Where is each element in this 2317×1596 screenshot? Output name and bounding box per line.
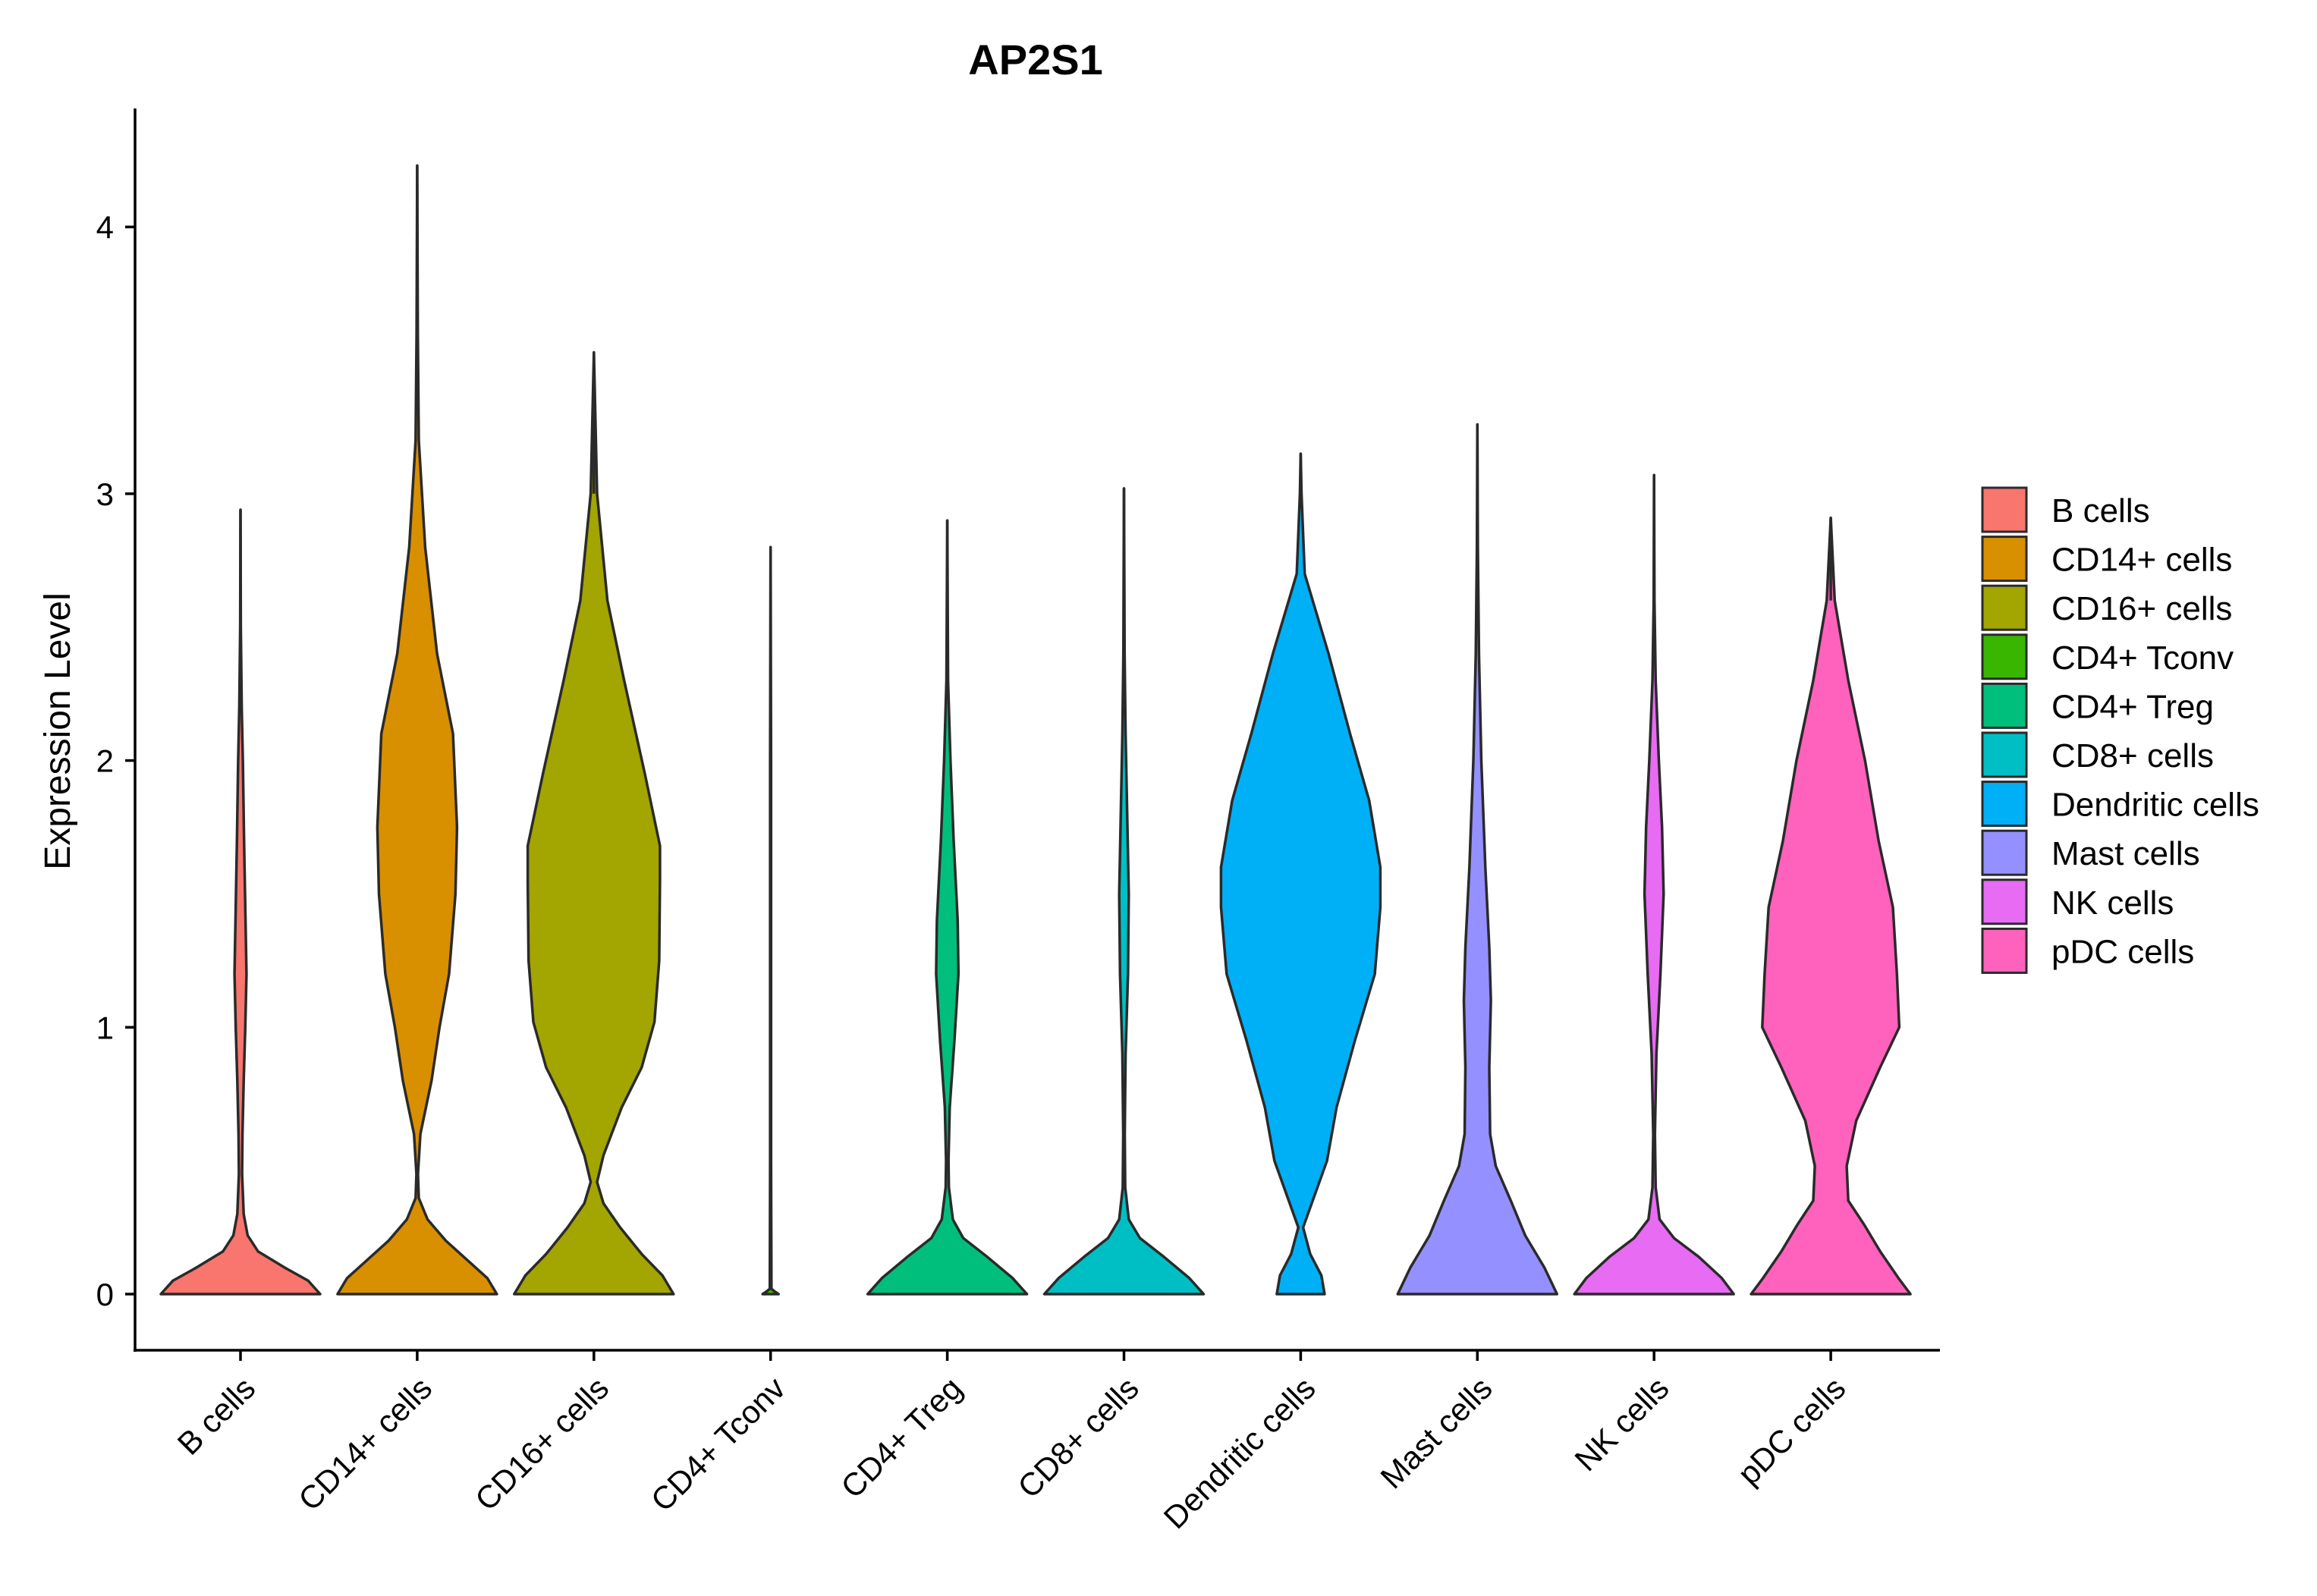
- y-tick-label: 1: [96, 1010, 114, 1045]
- legend-swatch-nk-cells: [1981, 878, 2028, 925]
- violin-group: [159, 164, 1912, 1296]
- legend-swatch-b-cells: [1981, 486, 2028, 533]
- legend-swatch-cd4-tconv: [1981, 633, 2028, 680]
- x-tick-label-cd14-cells: CD14+ cells: [291, 1370, 439, 1517]
- x-tick-label-dendritic-cells: Dendritic cells: [1157, 1370, 1322, 1535]
- violin-b-cells: [159, 508, 322, 1296]
- legend-label-cd14-cells: CD14+ cells: [2051, 542, 2232, 579]
- legend-swatch-cd14-cells: [1981, 536, 2028, 583]
- x-ticks: B cells CD14+ cells CD16+ cells CD4+ Tconv C…: [171, 1350, 1852, 1535]
- legend-label-mast-cells: Mast cells: [2051, 835, 2200, 872]
- x-tick-label-cd4-treg: CD4+ Treg: [834, 1370, 969, 1505]
- legend: B cells CD14+ cells CD16+ cells CD4+ Tconv C…: [1981, 486, 2259, 974]
- legend-swatch-cd4-treg: [1981, 682, 2028, 729]
- y-tick-label: 2: [96, 743, 114, 779]
- legend-swatch-dendritic-cells: [1981, 781, 2028, 828]
- y-tick-label: 3: [96, 476, 114, 512]
- legend-label-cd16-cells: CD16+ cells: [2051, 590, 2232, 627]
- y-axis-label: Expression Level: [38, 592, 78, 870]
- legend-label-cd4-treg: CD4+ Treg: [2051, 688, 2214, 725]
- violin-pdc-cells: [1750, 516, 1912, 1296]
- legend-swatch-cd16-cells: [1981, 584, 2028, 631]
- legend-swatch-mast-cells: [1981, 829, 2028, 876]
- x-tick-label-b-cells: B cells: [171, 1370, 263, 1462]
- violin-mast-cells: [1396, 423, 1559, 1296]
- x-tick-label-pdc-cells: pDC cells: [1731, 1370, 1852, 1491]
- chart-title: AP2S1: [968, 36, 1102, 83]
- x-tick-label-nk-cells: NK cells: [1567, 1370, 1675, 1478]
- violin-cd16-cells: [513, 350, 675, 1296]
- x-tick-label-cd4-tconv: CD4+ Tconv: [644, 1370, 792, 1518]
- violin-dendritic-cells: [1219, 452, 1382, 1296]
- legend-label-dendritic-cells: Dendritic cells: [2051, 787, 2259, 824]
- legend-swatch-pdc-cells: [1981, 927, 2028, 974]
- legend-swatch-cd8-cells: [1981, 731, 2028, 778]
- legend-label-nk-cells: NK cells: [2051, 884, 2174, 922]
- legend-label-pdc-cells: pDC cells: [2051, 933, 2194, 970]
- y-tick-label: 4: [96, 209, 114, 245]
- legend-label-cd8-cells: CD8+ cells: [2051, 737, 2214, 774]
- violin-cd14-cells: [336, 164, 498, 1296]
- x-tick-label-cd16-cells: CD16+ cells: [468, 1370, 615, 1517]
- y-ticks: 0 1 2 3 4: [96, 209, 135, 1312]
- y-tick-label: 0: [96, 1277, 114, 1312]
- legend-label-cd4-tconv: CD4+ Tconv: [2051, 639, 2234, 677]
- legend-label-b-cells: B cells: [2051, 492, 2150, 529]
- x-tick-label-mast-cells: Mast cells: [1373, 1370, 1498, 1495]
- x-tick-label-cd8-cells: CD8+ cells: [1011, 1370, 1146, 1505]
